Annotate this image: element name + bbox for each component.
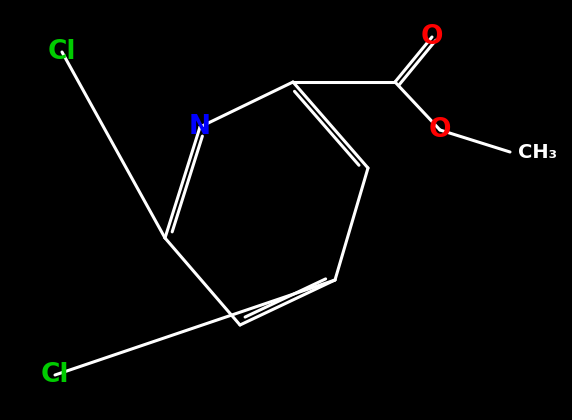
Text: CH₃: CH₃ — [518, 142, 557, 162]
Text: O: O — [429, 117, 451, 143]
Text: N: N — [189, 114, 211, 140]
Text: Cl: Cl — [41, 362, 69, 388]
Text: O: O — [421, 24, 443, 50]
Text: Cl: Cl — [47, 39, 76, 65]
